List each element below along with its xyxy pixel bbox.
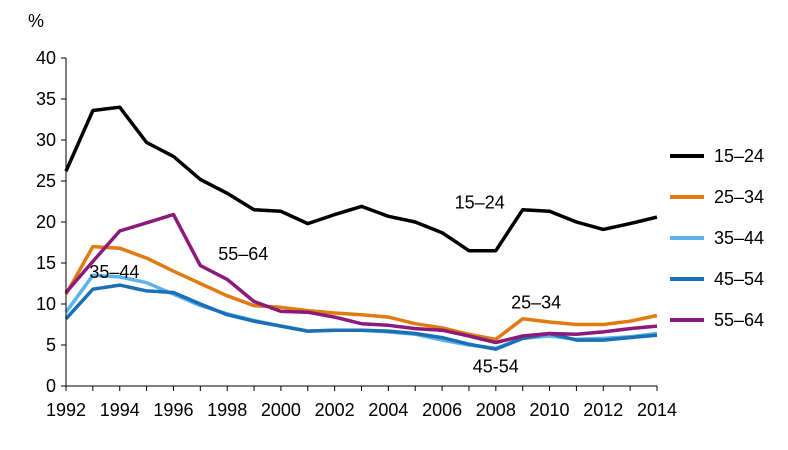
x-tick-label: 2006 bbox=[422, 400, 462, 420]
series-lines bbox=[64, 105, 658, 351]
y-tick-label: 0 bbox=[46, 376, 56, 396]
x-tick-label: 1994 bbox=[100, 400, 140, 420]
y-tick-label: 40 bbox=[36, 48, 56, 68]
y-unit-label: % bbox=[28, 11, 44, 31]
x-tick-label: 2000 bbox=[261, 400, 301, 420]
x-tick-label: 2004 bbox=[368, 400, 408, 420]
y-tick-label: 30 bbox=[36, 130, 56, 150]
x-axis-ticks: 1992 1994 1996 1998 2000 2002 2004 2006 2008 2010… bbox=[46, 386, 677, 420]
x-tick-label: 1998 bbox=[207, 400, 247, 420]
legend-label: 45–54 bbox=[714, 269, 764, 289]
series-annotations: 15–24 55–64 35–44 25–34 45-54 bbox=[89, 192, 561, 376]
y-axis-ticks: 0 5 10 15 20 25 30 35 40 bbox=[36, 48, 66, 396]
x-tick-label: 2012 bbox=[583, 400, 623, 420]
legend: 15–24 25–34 35–44 45–54 55–64 bbox=[670, 146, 764, 330]
series-line-25-34 bbox=[64, 244, 658, 342]
annotation-label: 25–34 bbox=[511, 292, 561, 312]
annotation-label: 35–44 bbox=[89, 262, 139, 282]
annotation-label: 55–64 bbox=[218, 244, 268, 264]
series-line-45-54 bbox=[64, 283, 658, 351]
x-tick-label: 2008 bbox=[476, 400, 516, 420]
x-tick-label: 1992 bbox=[46, 400, 86, 420]
y-tick-label: 25 bbox=[36, 171, 56, 191]
annotation-label: 45-54 bbox=[473, 356, 519, 376]
x-tick-label: 2014 bbox=[637, 400, 677, 420]
legend-label: 55–64 bbox=[714, 310, 764, 330]
y-tick-label: 10 bbox=[36, 294, 56, 314]
legend-label: 15–24 bbox=[714, 146, 764, 166]
x-tick-label: 2010 bbox=[530, 400, 570, 420]
x-tick-label: 1996 bbox=[153, 400, 193, 420]
legend-label: 35–44 bbox=[714, 228, 764, 248]
legend-label: 25–34 bbox=[714, 187, 764, 207]
y-tick-label: 20 bbox=[36, 212, 56, 232]
annotation-label: 15–24 bbox=[455, 192, 505, 212]
y-tick-label: 35 bbox=[36, 89, 56, 109]
y-tick-label: 15 bbox=[36, 253, 56, 273]
series-line-55-64 bbox=[64, 212, 658, 345]
y-tick-label: 5 bbox=[46, 335, 56, 355]
x-tick-label: 2002 bbox=[315, 400, 355, 420]
series-line-15-24 bbox=[64, 105, 658, 253]
